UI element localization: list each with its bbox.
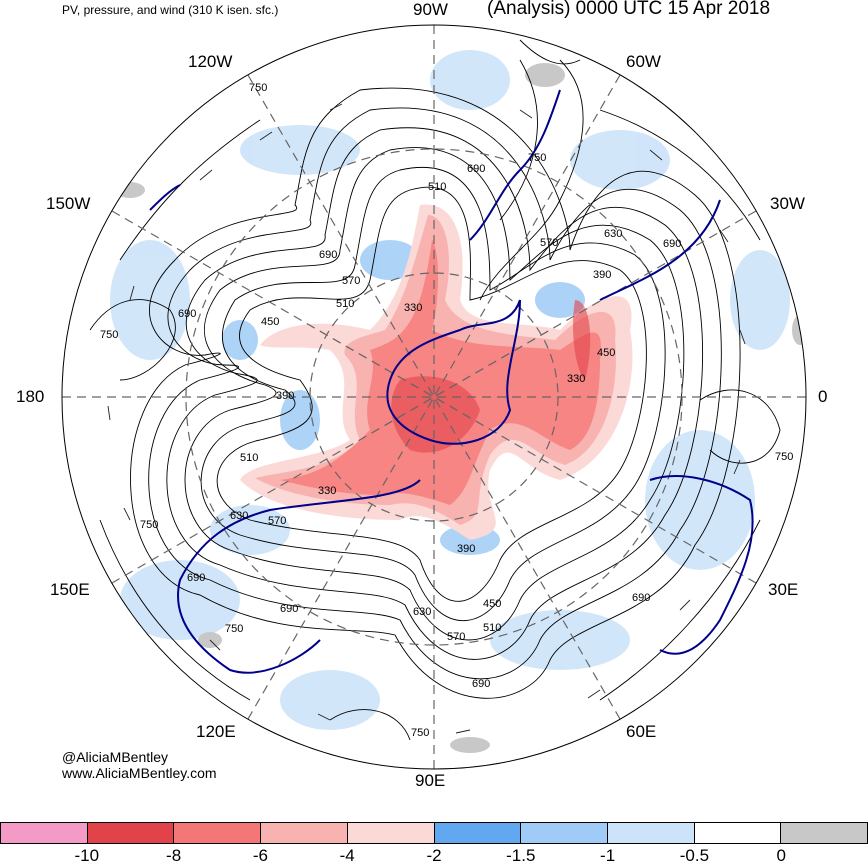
wind-barbs xyxy=(107,103,746,734)
lat-lon-grid xyxy=(62,25,806,769)
colorbar-swatch xyxy=(607,823,695,843)
map-boundary xyxy=(61,24,807,770)
lon-label-180: 180 xyxy=(16,387,45,406)
colorbar xyxy=(0,822,868,844)
colorbar-tick-label: -8 xyxy=(166,846,182,865)
contour-label: 390 xyxy=(276,390,294,402)
contour-label: 750 xyxy=(225,623,243,635)
map-fields xyxy=(62,25,806,769)
contour-label: 750 xyxy=(775,451,793,463)
pv-red-region xyxy=(240,204,633,540)
contour-label: 750 xyxy=(411,727,429,739)
contour-label: 510 xyxy=(336,298,354,310)
colorbar-tick-label: 0 xyxy=(776,846,786,865)
contour-label: 570 xyxy=(268,515,286,527)
colorbar-tick-label: -1.5 xyxy=(506,846,536,865)
colorbar-swatch xyxy=(174,823,262,843)
lon-label-30e: 30E xyxy=(768,580,799,599)
lon-label-60e: 60E xyxy=(626,722,657,741)
lon-label-90e: 90E xyxy=(415,771,446,790)
contour-label: 750 xyxy=(528,152,546,164)
contour-label: 630 xyxy=(413,606,431,618)
contour-label: 450 xyxy=(261,316,279,328)
contour-label: 630 xyxy=(230,510,248,522)
contour-label: 750 xyxy=(140,519,158,531)
credit-website: www.AliciaMBentley.com xyxy=(62,765,217,781)
colorbar-swatch xyxy=(261,823,348,843)
lon-label-90w: 90W xyxy=(413,0,448,19)
lon-label-150w: 150W xyxy=(46,194,91,213)
colorbar-tick-label: -10 xyxy=(74,846,100,865)
lon-label-120e: 120E xyxy=(196,722,236,741)
map-title: (Analysis) 0000 UTC 15 Apr 2018 xyxy=(487,0,771,19)
contour-label: 690 xyxy=(467,163,485,175)
contour-label: 510 xyxy=(240,452,258,464)
colorbar-swatch xyxy=(694,823,782,843)
contour-label: 390 xyxy=(457,543,475,555)
contour-label: 690 xyxy=(280,603,298,615)
contour-label: 570 xyxy=(540,237,558,249)
credit-handle: @AliciaMBentley xyxy=(62,749,169,765)
lon-label-0: 0 xyxy=(818,387,828,406)
colorbar-swatch xyxy=(781,823,868,843)
contour-label: 690 xyxy=(472,678,490,690)
contour-label: 570 xyxy=(342,275,360,287)
lon-label-120w: 120W xyxy=(188,52,233,71)
contour-label: 690 xyxy=(187,572,205,584)
contour-label-layer: 750 690 750 510 570 630 690 690 570 510 … xyxy=(100,82,793,739)
contour-label: 450 xyxy=(597,347,615,359)
colorbar-swatch xyxy=(87,823,175,843)
contour-label: 450 xyxy=(483,598,501,610)
coastlines xyxy=(149,89,754,674)
contour-label: 690 xyxy=(632,592,650,604)
colorbar-tick-label: -4 xyxy=(339,846,355,865)
contour-label: 330 xyxy=(567,373,585,385)
contour-label: 690 xyxy=(663,238,681,250)
lon-label-150e: 150E xyxy=(50,580,90,599)
colorbar-swatch xyxy=(1,823,88,843)
lon-label-30w: 30W xyxy=(770,194,805,213)
contour-label: 510 xyxy=(483,622,501,634)
contour-label: 750 xyxy=(249,82,267,94)
colorbar-tick-label: -0.5 xyxy=(679,846,710,865)
colorbar-swatch xyxy=(434,823,522,843)
colorbar-tick-label: -1 xyxy=(600,846,616,865)
contour-label: 330 xyxy=(318,485,336,497)
contour-label: 690 xyxy=(319,249,337,261)
polar-map: 750 690 750 510 570 630 690 690 570 510 … xyxy=(61,24,807,770)
contour-label: 510 xyxy=(428,181,446,193)
contour-label: 630 xyxy=(604,228,622,240)
contour-label: 570 xyxy=(447,631,465,643)
colorbar-tick-label: -6 xyxy=(252,846,268,865)
colorbar-swatch xyxy=(347,823,435,843)
colorbar-swatch xyxy=(521,823,608,843)
lon-label-60w: 60W xyxy=(626,52,661,71)
contour-label: 750 xyxy=(100,329,118,341)
contour-label: 330 xyxy=(404,302,422,314)
map-subtitle: PV, pressure, and wind (310 K isen. sfc.… xyxy=(62,3,279,17)
contour-label: 390 xyxy=(593,269,611,281)
colorbar-tick-label: -2 xyxy=(426,846,442,865)
contour-label: 690 xyxy=(178,308,196,320)
pressure-contours xyxy=(89,39,781,741)
